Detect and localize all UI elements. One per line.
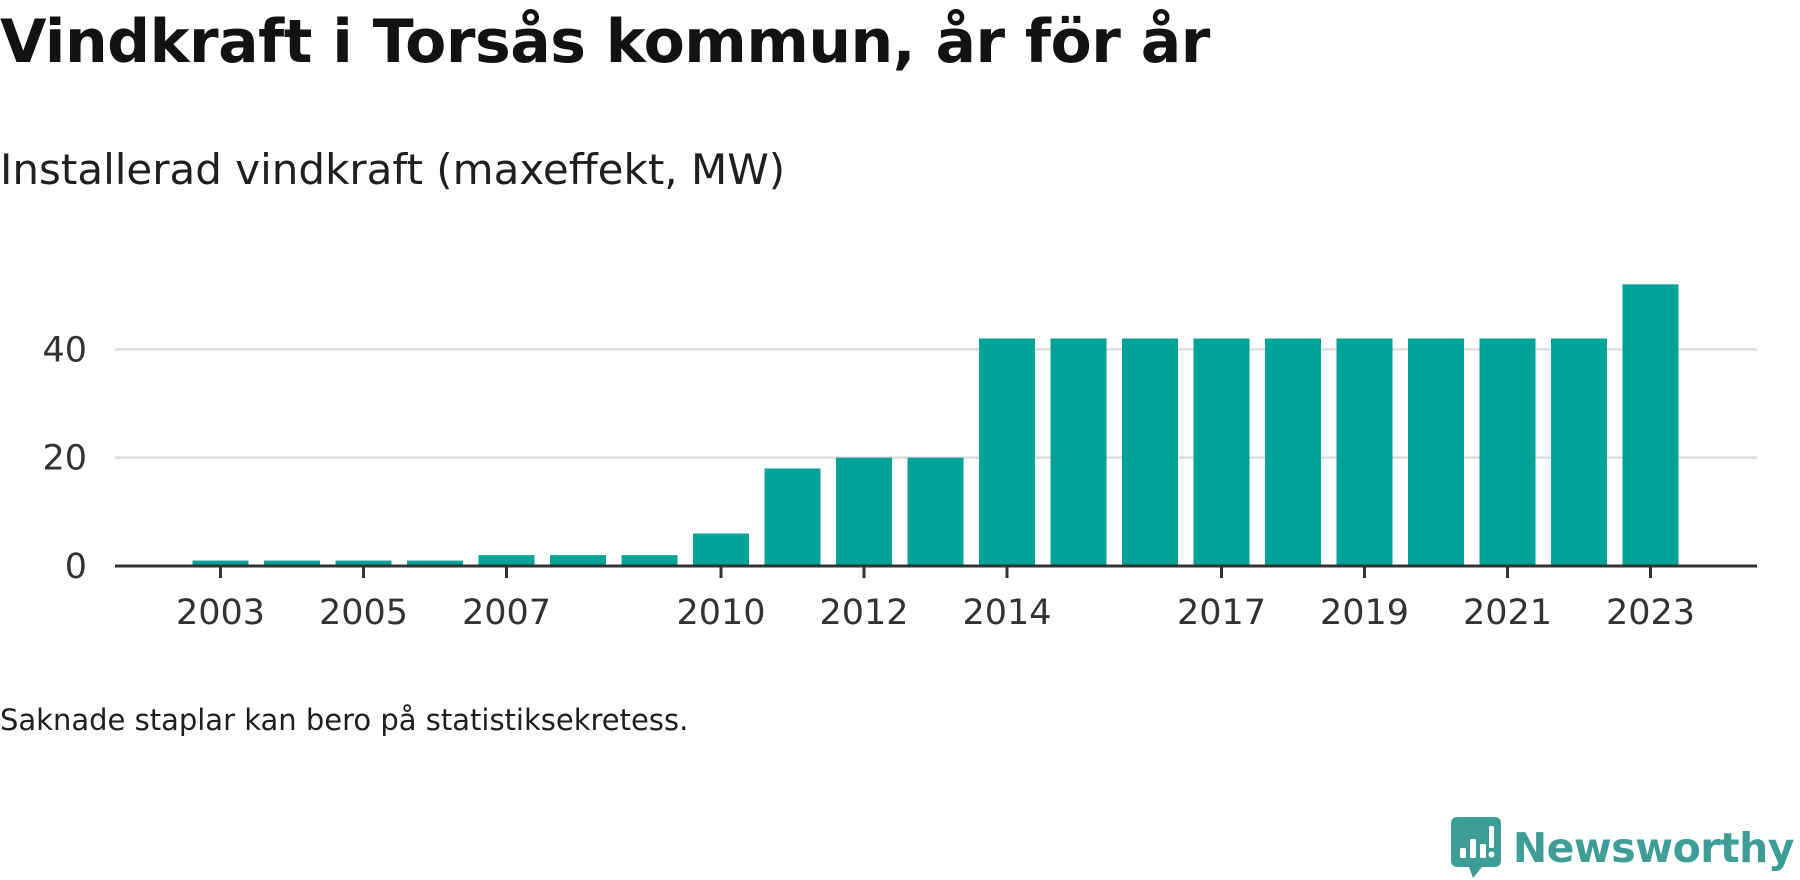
x-tick-label: 2007 bbox=[462, 593, 551, 633]
bar bbox=[550, 555, 606, 566]
bar bbox=[1050, 338, 1107, 566]
x-tick-label: 2012 bbox=[819, 593, 908, 633]
y-tick-label: 40 bbox=[42, 330, 87, 370]
x-tick-label: 2005 bbox=[319, 593, 408, 633]
bar bbox=[1122, 338, 1178, 566]
bar bbox=[621, 555, 678, 566]
bar bbox=[407, 560, 463, 566]
x-tick-label: 2003 bbox=[176, 593, 265, 633]
x-axis bbox=[115, 564, 1757, 578]
x-tick-label: 2010 bbox=[676, 593, 765, 633]
bar bbox=[264, 560, 320, 566]
x-tick-label: 2021 bbox=[1463, 593, 1552, 633]
bar bbox=[478, 555, 535, 566]
chart-subtitle: Installerad vindkraft (maxeffekt, MW) bbox=[0, 145, 786, 194]
x-tick-labels: 2003 2005 2007 2010 2012 2014 2017 2019 2021 2023 bbox=[176, 593, 1695, 633]
bar bbox=[836, 457, 892, 566]
bar bbox=[979, 338, 1035, 566]
x-tick-label: 2014 bbox=[962, 593, 1051, 633]
bar bbox=[907, 457, 964, 566]
bar bbox=[764, 468, 821, 566]
x-tick-label: 2023 bbox=[1606, 593, 1695, 633]
bars bbox=[192, 284, 1679, 566]
bar bbox=[1265, 338, 1321, 566]
bar bbox=[192, 560, 249, 566]
bar bbox=[1622, 284, 1679, 566]
bar bbox=[1479, 338, 1536, 566]
y-tick-label: 0 bbox=[65, 547, 87, 587]
brand-logo: Newsworthy bbox=[1450, 816, 1795, 880]
bar bbox=[693, 533, 749, 566]
bar bbox=[1551, 338, 1607, 566]
chart-title: Vindkraft i Torsås kommun, år för år bbox=[0, 7, 1210, 77]
y-axis: 0 20 40 bbox=[42, 330, 87, 587]
bar bbox=[1408, 338, 1464, 566]
y-tick-label: 20 bbox=[42, 439, 87, 479]
bar bbox=[1193, 338, 1250, 566]
x-tick-label: 2017 bbox=[1177, 593, 1266, 633]
bar bbox=[1336, 338, 1393, 566]
newsworthy-logo-icon bbox=[1450, 817, 1501, 878]
footnote: Saknade staplar kan bero på statistiksek… bbox=[0, 703, 689, 737]
bar bbox=[335, 560, 392, 566]
x-tick-label: 2019 bbox=[1320, 593, 1409, 633]
brand-name: Newsworthy bbox=[1512, 824, 1795, 872]
